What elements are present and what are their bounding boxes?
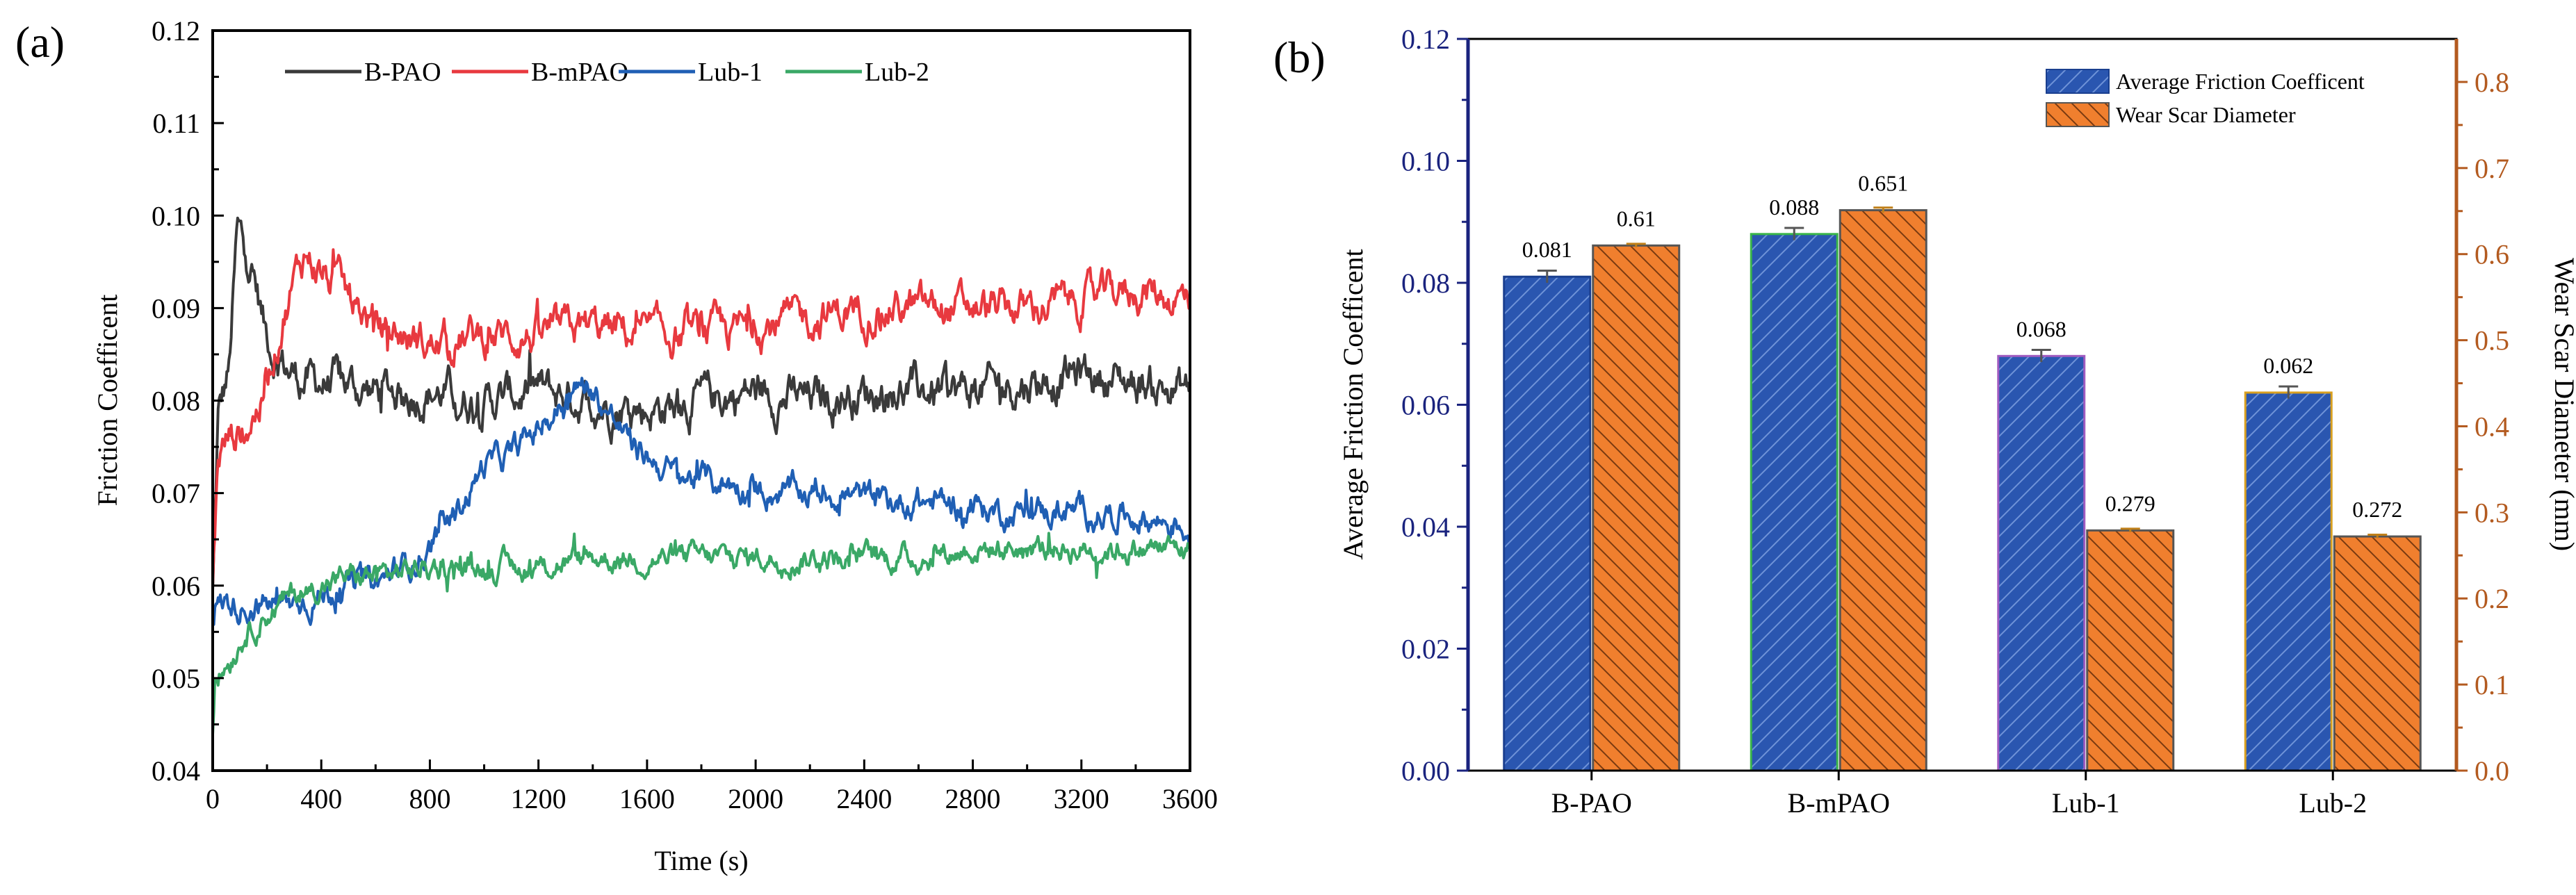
- left-y-tick-label: 0.02: [1401, 634, 1450, 665]
- y-tick-label: 0.05: [152, 663, 200, 694]
- bar-value-label: 0.062: [2263, 353, 2313, 378]
- y-tick-label: 0.12: [152, 15, 200, 47]
- series-line-lub-2: [211, 532, 1191, 734]
- left-y-tick-label: 0.10: [1401, 146, 1450, 177]
- x-tick-label: 2400: [836, 783, 892, 814]
- left-y-tick-label: 0.00: [1401, 755, 1450, 787]
- left-y-tick-label: 0.06: [1401, 390, 1450, 421]
- panel-b-label: (b): [1273, 33, 1326, 82]
- y-tick-label: 0.04: [152, 755, 200, 787]
- y-tick-label: 0.07: [152, 478, 200, 509]
- legend-label-wear-scar-diameter: Wear Scar Diameter: [2116, 102, 2296, 127]
- legend-label-average-friction-coefficent: Average Friction Coefficent: [2116, 69, 2365, 94]
- panel-b-bars: 0.081 0.088 0.068 0.062 0.61 0.651 0.279 0.272: [1503, 171, 2422, 772]
- panel-b-left-y-title: Average Friction Coefficent: [1337, 249, 1369, 559]
- right-y-tick-label: 0.8: [2475, 67, 2509, 98]
- bar-average-friction-coefficent-b-pao: [1503, 275, 1592, 772]
- right-y-tick-label: 0.7: [2475, 153, 2509, 184]
- bar-average-friction-coefficent-b-mpao: [1750, 233, 1839, 772]
- x-tick-label-lub-2: Lub-2: [2299, 787, 2367, 819]
- x-tick-label-b-mpao: B-mPAO: [1788, 787, 1890, 819]
- bar-value-label: 0.081: [1522, 237, 1572, 262]
- x-tick-label: 2800: [945, 783, 1001, 814]
- left-y-tick-label: 0.08: [1401, 268, 1450, 299]
- bar-value-label: 0.272: [2352, 497, 2402, 522]
- bar-value-label: 0.61: [1617, 206, 1656, 231]
- y-tick-label: 0.09: [152, 293, 200, 324]
- panel-a-x-title: Time (s): [654, 845, 748, 876]
- bar-value-label: 0.088: [1769, 195, 1819, 220]
- panel-b-legend: Average Friction Coefficent Wear Scar Dia…: [2046, 69, 2365, 127]
- left-y-tick-label: 0.04: [1401, 511, 1450, 543]
- x-tick-label: 0: [206, 783, 220, 814]
- x-tick-label-lub-1: Lub-1: [2052, 787, 2120, 819]
- bar-wear-scar-diameter-b-mpao: [1839, 209, 1927, 772]
- y-tick-label: 0.06: [152, 570, 200, 602]
- legend-label-lub-1: Lub-1: [698, 58, 763, 87]
- series-line-b-mpao: [211, 248, 1191, 586]
- right-y-tick-label: 0.5: [2475, 325, 2509, 356]
- right-y-tick-label: 0.3: [2475, 497, 2509, 528]
- y-tick-label: 0.10: [152, 200, 200, 231]
- x-tick-label: 1600: [619, 783, 675, 814]
- x-tick-label: 3600: [1162, 783, 1218, 814]
- bar-wear-scar-diameter-lub-2: [2333, 535, 2422, 772]
- x-tick-label: 1200: [511, 783, 566, 814]
- x-tick-label-b-pao: B-PAO: [1551, 787, 1632, 819]
- legend-swatch-wear-scar-diameter: [2046, 102, 2110, 127]
- legend-label-b-pao: B-PAO: [364, 58, 441, 87]
- bar-wear-scar-diameter-lub-1: [2086, 529, 2175, 772]
- x-tick-label: 800: [409, 783, 450, 814]
- bar-wear-scar-diameter-b-pao: [1592, 244, 1681, 772]
- bar-average-friction-coefficent-lub-1: [1997, 354, 2086, 772]
- panel-b-ticks: 0.00 0.02 0.04 0.06 0.08 0.10 0.12 0.0 0.1 0.2 0.3…: [1401, 24, 2509, 819]
- x-tick-label: 2000: [728, 783, 783, 814]
- panel-a-y-title: Friction Coefficent: [92, 295, 123, 507]
- right-y-tick-label: 0.2: [2475, 583, 2509, 614]
- right-y-tick-label: 0.6: [2475, 239, 2509, 270]
- panel-a-series-group: [211, 216, 1191, 734]
- bar-value-label: 0.279: [2105, 491, 2155, 516]
- legend-swatch-average-friction-coefficent: [2046, 69, 2110, 94]
- right-y-tick-label: 0.0: [2475, 755, 2509, 787]
- y-tick-label: 0.08: [152, 386, 200, 417]
- right-y-tick-label: 0.1: [2475, 669, 2509, 700]
- x-tick-label: 3200: [1054, 783, 1109, 814]
- bar-value-label: 0.068: [2016, 316, 2066, 341]
- left-y-tick-label: 0.12: [1401, 24, 1450, 55]
- x-tick-label: 400: [300, 783, 342, 814]
- y-tick-label: 0.11: [152, 108, 200, 139]
- right-y-tick-label: 0.4: [2475, 411, 2509, 442]
- series-line-b-pao: [211, 216, 1191, 591]
- legend-label-b-mpao: B-mPAO: [531, 58, 628, 87]
- panel-a-label: (a): [15, 17, 65, 67]
- bar-average-friction-coefficent-lub-2: [2244, 391, 2333, 772]
- legend-label-lub-2: Lub-2: [865, 58, 929, 87]
- panel-a-ticks: 0 400 800 1200 1600 2000 2400 2800 3200 3600 0.04 0…: [152, 15, 1218, 814]
- panel-a: (a) 0 400 800 1200 1600 2000 2400 2800 3200 36000…: [15, 15, 1218, 876]
- bar-value-label: 0.651: [1858, 171, 1908, 196]
- panel-a-legend: B-PAO B-mPAO Lub-1 Lub-2: [285, 58, 929, 87]
- series-line-lub-1: [212, 377, 1191, 626]
- panel-b-right-y-title: Wear Scar Diameter (mm): [2549, 258, 2576, 551]
